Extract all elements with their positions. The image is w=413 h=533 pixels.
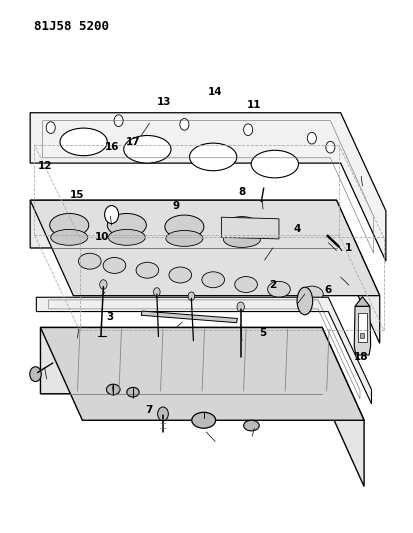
Ellipse shape [50,214,88,237]
Circle shape [325,141,334,153]
Polygon shape [30,200,379,343]
Text: 14: 14 [207,86,222,96]
Text: 5: 5 [258,328,266,338]
Ellipse shape [300,286,323,302]
Ellipse shape [123,135,171,163]
Text: 11: 11 [247,100,261,110]
Circle shape [157,407,168,421]
Ellipse shape [251,150,298,178]
Ellipse shape [166,230,202,246]
Polygon shape [30,200,379,296]
Text: 4: 4 [293,224,300,235]
Polygon shape [359,333,363,338]
Text: 16: 16 [105,142,119,152]
Polygon shape [221,217,278,239]
Text: 10: 10 [95,232,109,243]
Text: 8: 8 [238,187,245,197]
Ellipse shape [267,281,290,297]
Polygon shape [36,297,370,404]
Polygon shape [358,313,366,342]
Circle shape [30,367,41,382]
Ellipse shape [136,262,158,278]
Ellipse shape [126,387,139,397]
Text: 1: 1 [344,243,351,253]
Text: 18: 18 [353,352,368,361]
Ellipse shape [297,287,312,315]
Ellipse shape [234,277,257,293]
Ellipse shape [189,143,236,171]
Ellipse shape [222,216,261,240]
Text: 13: 13 [156,97,171,107]
Ellipse shape [169,267,191,283]
Ellipse shape [107,214,146,237]
Ellipse shape [108,229,145,245]
Circle shape [100,280,107,289]
Text: 6: 6 [324,285,331,295]
Circle shape [188,292,194,301]
Polygon shape [30,113,385,261]
Ellipse shape [223,231,260,247]
Polygon shape [354,306,370,355]
Circle shape [306,132,316,144]
Circle shape [114,115,123,126]
Ellipse shape [51,229,88,245]
Polygon shape [40,327,363,487]
Circle shape [243,124,252,135]
Text: 3: 3 [107,312,114,322]
Ellipse shape [164,215,204,238]
Text: 12: 12 [37,161,52,171]
Circle shape [237,302,244,312]
Ellipse shape [106,384,120,395]
Text: 2: 2 [268,280,276,290]
Text: 15: 15 [70,190,85,200]
Circle shape [179,118,188,130]
Circle shape [153,288,160,296]
Text: 7: 7 [145,405,153,415]
Ellipse shape [202,272,224,288]
Ellipse shape [191,413,215,428]
Text: 9: 9 [172,200,179,211]
Polygon shape [354,297,369,306]
Circle shape [104,206,118,223]
Ellipse shape [243,420,259,431]
Ellipse shape [103,257,126,273]
Polygon shape [141,311,237,322]
Circle shape [46,122,55,133]
Ellipse shape [60,128,107,156]
Text: 81J58 5200: 81J58 5200 [34,20,109,33]
Polygon shape [40,327,363,420]
Text: 17: 17 [126,137,140,147]
Ellipse shape [78,253,101,269]
